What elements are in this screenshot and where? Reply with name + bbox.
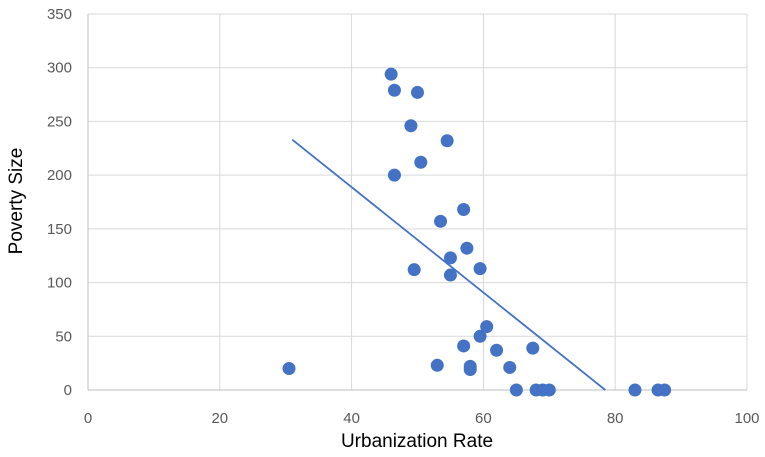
data-point bbox=[457, 339, 471, 353]
data-point bbox=[282, 362, 296, 376]
y-tick-label: 0 bbox=[64, 382, 72, 399]
y-axis-title: Poverty Size bbox=[6, 148, 27, 255]
data-point bbox=[463, 363, 477, 377]
data-point bbox=[473, 329, 487, 343]
data-point bbox=[480, 320, 494, 334]
data-point bbox=[384, 67, 398, 81]
y-tick-label: 50 bbox=[55, 328, 72, 345]
data-point bbox=[503, 360, 517, 374]
data-point bbox=[430, 358, 444, 372]
data-point bbox=[509, 383, 523, 397]
data-point bbox=[387, 83, 401, 97]
data-point bbox=[404, 119, 418, 133]
data-point bbox=[628, 383, 642, 397]
x-tick-label: 80 bbox=[607, 410, 624, 427]
gridlines bbox=[88, 13, 748, 390]
data-point bbox=[658, 383, 672, 397]
x-tick-label: 0 bbox=[84, 410, 92, 427]
data-point bbox=[526, 341, 540, 355]
data-point bbox=[457, 203, 471, 217]
data-points bbox=[282, 67, 672, 397]
data-point bbox=[440, 134, 454, 148]
x-axis-title: Urbanization Rate bbox=[341, 431, 493, 452]
trendline bbox=[291, 138, 606, 391]
trendline-group bbox=[291, 138, 606, 391]
y-tick-label: 100 bbox=[47, 275, 72, 292]
x-tick-label: 100 bbox=[734, 410, 759, 427]
y-tick-label: 150 bbox=[47, 221, 72, 238]
x-tick-label: 40 bbox=[343, 410, 360, 427]
data-point bbox=[387, 168, 401, 182]
data-point bbox=[414, 155, 428, 169]
data-point bbox=[443, 251, 457, 265]
y-tick-label: 300 bbox=[47, 60, 72, 77]
y-tick-label: 350 bbox=[47, 6, 72, 23]
x-tick-label: 60 bbox=[475, 410, 492, 427]
data-point bbox=[443, 268, 457, 282]
data-point bbox=[460, 241, 474, 255]
data-point bbox=[434, 214, 448, 228]
axes bbox=[87, 14, 747, 391]
y-tick-label: 200 bbox=[47, 167, 72, 184]
data-point bbox=[473, 262, 487, 276]
data-point bbox=[411, 85, 424, 99]
y-tick-label: 250 bbox=[47, 113, 72, 130]
tick-labels: 0 50 100 150 200 250 300 350 0 20 40 60 80 100 bbox=[47, 6, 760, 427]
data-point bbox=[407, 263, 421, 277]
data-point bbox=[542, 383, 556, 397]
x-tick-label: 20 bbox=[211, 410, 228, 427]
data-point bbox=[490, 343, 504, 357]
